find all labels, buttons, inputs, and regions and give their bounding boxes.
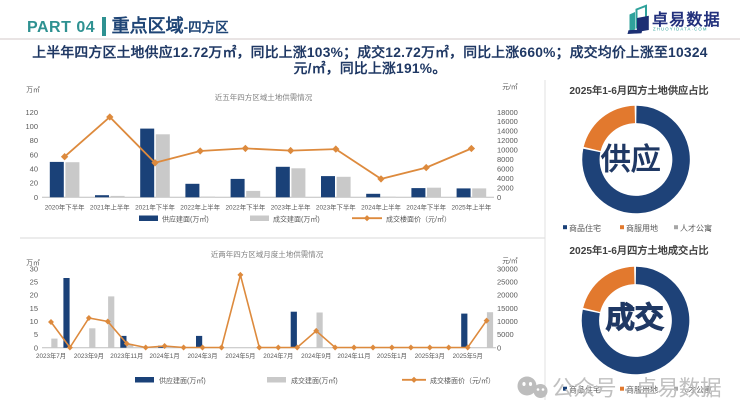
svg-text:人才公寓: 人才公寓	[680, 223, 712, 233]
svg-text:20000: 20000	[497, 291, 518, 300]
svg-text:2023年11月: 2023年11月	[110, 351, 143, 360]
svg-text:2023年7月: 2023年7月	[36, 351, 66, 360]
svg-text:0: 0	[497, 193, 501, 202]
svg-text:2000: 2000	[497, 183, 514, 192]
svg-text:人才公寓: 人才公寓	[680, 384, 712, 394]
svg-text:元/㎡: 元/㎡	[502, 82, 518, 91]
svg-text:2024年上半年: 2024年上半年	[361, 203, 401, 212]
svg-text:2025年5月: 2025年5月	[453, 351, 483, 360]
svg-text:6000: 6000	[497, 165, 514, 174]
svg-text:2024年7月: 2024年7月	[263, 351, 293, 360]
svg-text:8000: 8000	[497, 155, 514, 164]
svg-text:2024年5月: 2024年5月	[225, 351, 255, 360]
svg-text:供应建面(万㎡): 供应建面(万㎡)	[162, 215, 209, 224]
svg-text:供应建面(万㎡): 供应建面(万㎡)	[159, 376, 206, 385]
svg-text:12000: 12000	[497, 136, 518, 145]
svg-text:30: 30	[30, 264, 38, 273]
svg-text:万㎡: 万㎡	[26, 258, 40, 267]
svg-text:成交建面(万㎡): 成交建面(万㎡)	[273, 215, 320, 224]
svg-text:120: 120	[25, 108, 38, 117]
svg-text:15000: 15000	[497, 304, 518, 313]
svg-text:2024年3月: 2024年3月	[187, 351, 217, 360]
svg-text:4000: 4000	[497, 174, 514, 183]
svg-text:商服用地: 商服用地	[626, 223, 658, 233]
svg-text:成交建面(万㎡): 成交建面(万㎡)	[291, 376, 338, 385]
svg-text:0: 0	[34, 193, 38, 202]
svg-text:2021年上半年: 2021年上半年	[90, 203, 130, 212]
svg-text:10: 10	[30, 317, 38, 326]
svg-text:2024年11月: 2024年11月	[337, 351, 370, 360]
svg-text:ZHUOYIDATA·COM: ZHUOYIDATA·COM	[653, 27, 708, 32]
svg-text:0: 0	[34, 343, 38, 352]
svg-text:2024年9月: 2024年9月	[301, 351, 331, 360]
svg-text:100: 100	[25, 122, 38, 131]
svg-text:公众号 · 卓易数据: 公众号 · 卓易数据	[552, 377, 722, 401]
svg-text:0: 0	[497, 343, 501, 352]
svg-text:5: 5	[34, 330, 38, 339]
svg-text:2024年下半年: 2024年下半年	[406, 203, 446, 212]
svg-text:80: 80	[30, 136, 38, 145]
svg-text:15: 15	[30, 304, 38, 313]
svg-text:2020年下半年: 2020年下半年	[45, 203, 85, 212]
svg-text:2022年下半年: 2022年下半年	[226, 203, 266, 212]
svg-text:2021年下半年: 2021年下半年	[135, 203, 175, 212]
svg-text:商品住宅: 商品住宅	[569, 384, 601, 394]
svg-text:商品住宅: 商品住宅	[569, 223, 601, 233]
svg-text:18000: 18000	[497, 108, 518, 117]
svg-text:元/㎡: 元/㎡	[502, 256, 518, 265]
svg-text:60: 60	[30, 150, 38, 159]
svg-text:卓易数据: 卓易数据	[652, 10, 721, 29]
svg-text:25: 25	[30, 278, 38, 287]
svg-text:10000: 10000	[497, 317, 518, 326]
svg-text:40: 40	[30, 165, 38, 174]
svg-text:2025年1月: 2025年1月	[377, 351, 407, 360]
svg-text:万㎡: 万㎡	[26, 85, 40, 94]
svg-text:10000: 10000	[497, 146, 518, 155]
svg-text:成交: 成交	[606, 301, 664, 335]
svg-text:商服用地: 商服用地	[626, 384, 658, 394]
svg-text:5000: 5000	[497, 330, 514, 339]
svg-text:2024年1月: 2024年1月	[150, 351, 180, 360]
svg-text:2023年上半年: 2023年上半年	[271, 203, 311, 212]
svg-text:供应: 供应	[600, 143, 661, 177]
svg-text:成交楼面价（元/㎡）: 成交楼面价（元/㎡）	[430, 376, 495, 385]
svg-text:近五年四方区域土地供需情况: 近五年四方区域土地供需情况	[215, 92, 313, 102]
svg-text:近两年四方区域月度土地供需情况: 近两年四方区域月度土地供需情况	[211, 249, 324, 259]
svg-text:2025年上半年: 2025年上半年	[452, 203, 492, 212]
svg-text:2022年上半年: 2022年上半年	[180, 203, 220, 212]
svg-text:2023年下半年: 2023年下半年	[316, 203, 356, 212]
svg-text:20: 20	[30, 291, 38, 300]
svg-text:14000: 14000	[497, 127, 518, 136]
svg-text:成交楼面价（元/㎡）: 成交楼面价（元/㎡）	[386, 215, 451, 224]
svg-text:30000: 30000	[497, 264, 518, 273]
svg-text:2025年3月: 2025年3月	[415, 351, 445, 360]
svg-text:25000: 25000	[497, 278, 518, 287]
svg-text:2023年9月: 2023年9月	[74, 351, 104, 360]
svg-text:16000: 16000	[497, 117, 518, 126]
svg-text:20: 20	[30, 179, 38, 188]
